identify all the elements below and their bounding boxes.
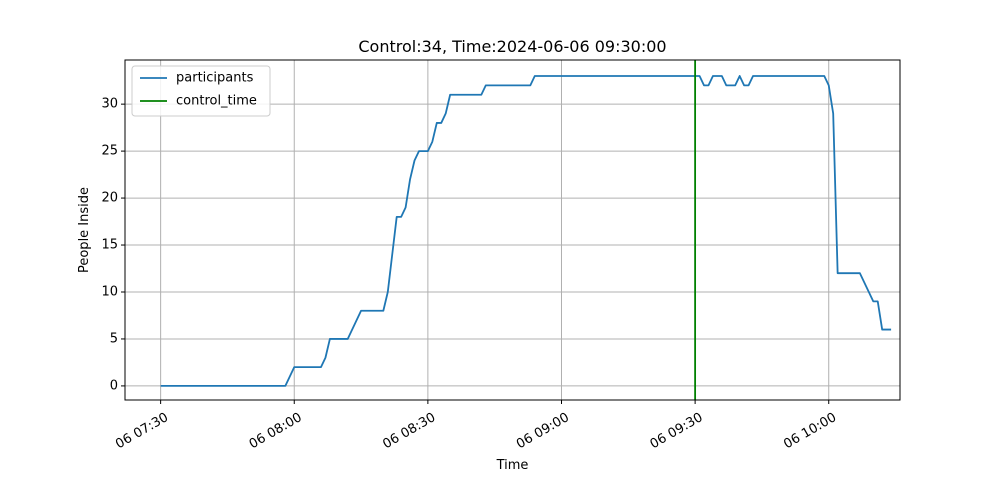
- plot-lines: [160, 60, 892, 400]
- legend-label: control_time: [176, 94, 257, 109]
- y-axis-label: People Inside: [77, 187, 92, 273]
- y-tick-label: 15: [101, 238, 118, 253]
- y-tick-label: 5: [110, 331, 118, 346]
- y-tick-label: 30: [101, 97, 118, 112]
- y-tick-label: 25: [101, 144, 118, 159]
- chart-title: Control:34, Time:2024-06-06 09:30:00: [358, 37, 666, 56]
- legend: participants control_time: [131, 65, 271, 117]
- series-line-participants: [160, 75, 892, 387]
- x-axis-ticks: 06 07:30 06 08:00 06 08:30 06 09:00 06 09:30…: [113, 400, 839, 452]
- y-axis-ticks: 0 5 10 15 20 25 30: [101, 97, 125, 393]
- plot-frame: [124, 59, 901, 401]
- x-axis-label: Time: [496, 458, 529, 473]
- y-tick-label: 10: [101, 284, 118, 299]
- y-tick-label: 0: [110, 378, 118, 393]
- x-tick-label: 06 07:30: [113, 410, 171, 452]
- x-tick-label: 06 08:00: [247, 410, 305, 452]
- x-tick-label: 06 09:00: [514, 410, 572, 452]
- x-tick-label: 06 10:00: [781, 410, 839, 452]
- y-tick-label: 20: [101, 191, 118, 206]
- x-tick-label: 06 09:30: [648, 410, 706, 452]
- legend-label: participants: [176, 71, 254, 86]
- x-tick-label: 06 08:30: [380, 410, 438, 452]
